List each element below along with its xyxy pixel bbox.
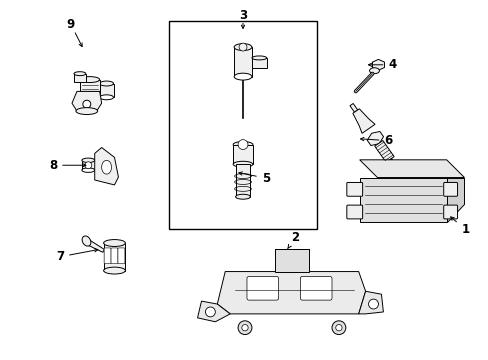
Text: 3: 3: [239, 9, 246, 22]
FancyBboxPatch shape: [118, 248, 124, 264]
Polygon shape: [446, 177, 464, 222]
Polygon shape: [72, 91, 102, 111]
Polygon shape: [197, 301, 230, 322]
Ellipse shape: [74, 72, 86, 76]
Ellipse shape: [76, 108, 98, 114]
Polygon shape: [100, 84, 113, 97]
FancyBboxPatch shape: [246, 276, 278, 300]
Polygon shape: [358, 291, 383, 314]
Text: 8: 8: [49, 159, 86, 172]
Circle shape: [238, 321, 251, 334]
Ellipse shape: [81, 158, 95, 162]
Circle shape: [238, 140, 247, 149]
Circle shape: [84, 162, 92, 169]
Ellipse shape: [80, 77, 100, 82]
Circle shape: [82, 100, 91, 108]
Ellipse shape: [235, 194, 250, 199]
Circle shape: [368, 299, 378, 309]
Text: 7: 7: [56, 249, 98, 263]
FancyBboxPatch shape: [346, 183, 362, 196]
Polygon shape: [95, 148, 118, 185]
FancyBboxPatch shape: [104, 248, 111, 264]
Circle shape: [242, 324, 247, 331]
Ellipse shape: [233, 141, 252, 148]
FancyBboxPatch shape: [443, 205, 457, 219]
Ellipse shape: [233, 161, 252, 167]
Polygon shape: [274, 249, 308, 271]
Polygon shape: [366, 131, 383, 145]
Bar: [168, 21, 317, 229]
Ellipse shape: [100, 95, 113, 100]
Text: 5: 5: [239, 171, 269, 185]
Ellipse shape: [81, 168, 95, 172]
Ellipse shape: [251, 56, 266, 60]
Polygon shape: [217, 271, 365, 314]
Text: 9: 9: [66, 18, 74, 31]
Polygon shape: [235, 164, 250, 197]
FancyBboxPatch shape: [346, 205, 362, 219]
Circle shape: [335, 324, 342, 331]
Polygon shape: [359, 160, 464, 177]
Ellipse shape: [100, 81, 113, 86]
Polygon shape: [352, 109, 374, 133]
Polygon shape: [83, 237, 104, 252]
Polygon shape: [251, 58, 266, 68]
Polygon shape: [387, 158, 395, 167]
Circle shape: [205, 307, 215, 317]
Text: 6: 6: [360, 134, 392, 147]
Polygon shape: [233, 145, 252, 164]
Ellipse shape: [102, 160, 111, 174]
Polygon shape: [103, 243, 125, 271]
Ellipse shape: [234, 44, 251, 50]
Circle shape: [239, 43, 246, 51]
Polygon shape: [80, 80, 100, 91]
Circle shape: [331, 321, 345, 334]
Ellipse shape: [103, 267, 125, 274]
Ellipse shape: [82, 236, 91, 246]
Ellipse shape: [369, 68, 379, 74]
Polygon shape: [74, 74, 86, 82]
Text: 4: 4: [368, 58, 396, 71]
Ellipse shape: [103, 239, 125, 247]
FancyBboxPatch shape: [111, 248, 118, 264]
Text: 1: 1: [450, 217, 468, 236]
Polygon shape: [374, 140, 393, 162]
Text: 2: 2: [287, 231, 299, 249]
Polygon shape: [234, 47, 251, 77]
Ellipse shape: [234, 73, 251, 80]
Polygon shape: [81, 160, 95, 170]
Polygon shape: [349, 103, 357, 112]
Polygon shape: [372, 59, 384, 70]
FancyBboxPatch shape: [300, 276, 331, 300]
FancyBboxPatch shape: [443, 183, 457, 196]
Polygon shape: [359, 177, 446, 222]
